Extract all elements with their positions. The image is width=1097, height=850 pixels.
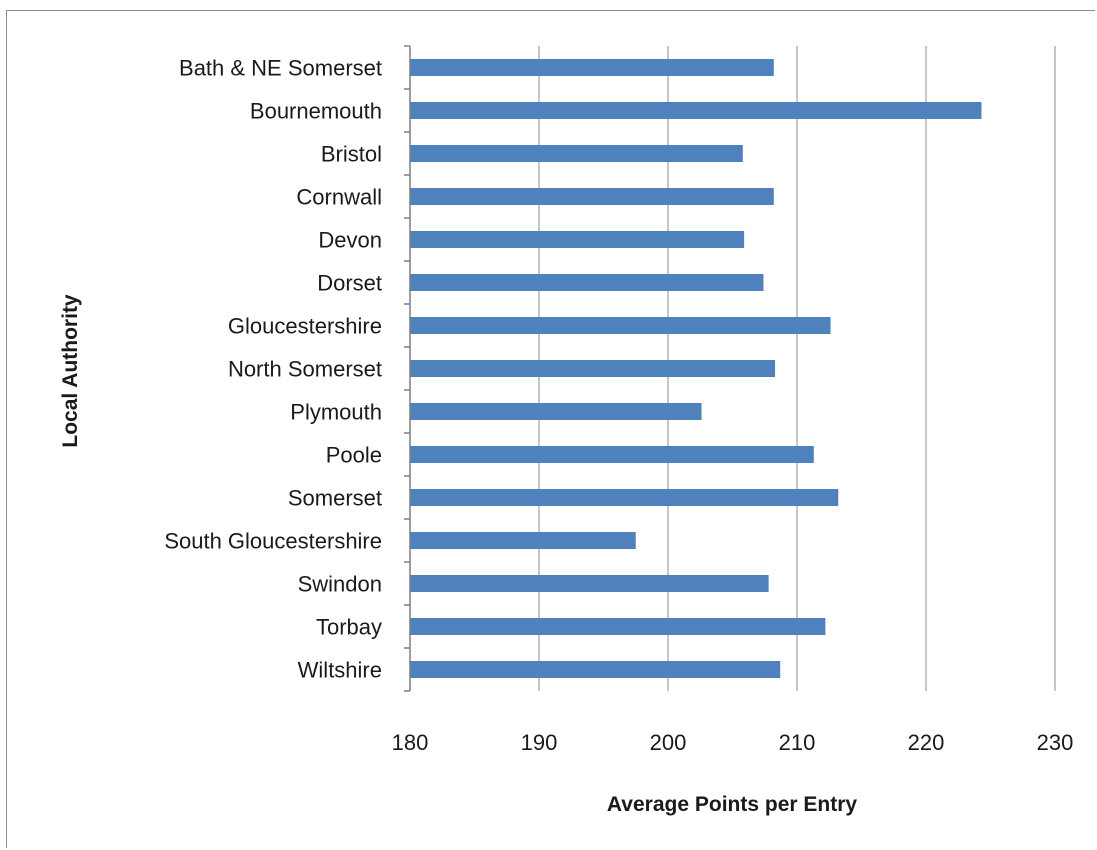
- bar: [410, 575, 769, 592]
- category-label: Wiltshire: [298, 658, 382, 683]
- bar: [410, 532, 636, 549]
- bar: [410, 59, 774, 76]
- category-label: Somerset: [288, 486, 382, 511]
- category-label: Bath & NE Somerset: [179, 56, 382, 81]
- bar: [410, 446, 814, 463]
- category-labels: Bath & NE Somerset Bournemouth Bristol Corn…: [164, 56, 382, 683]
- category-label: Torbay: [316, 615, 382, 640]
- category-label: Cornwall: [296, 185, 382, 210]
- category-label: Plymouth: [290, 400, 382, 425]
- category-label: South Gloucestershire: [164, 529, 382, 554]
- bar: [410, 618, 826, 635]
- x-tick-labels: 180 190 200 210 220 230: [392, 730, 1074, 755]
- x-tick-label: 220: [908, 730, 945, 755]
- bar: [410, 102, 982, 119]
- category-label: Poole: [326, 443, 382, 468]
- category-label: Dorset: [317, 271, 382, 296]
- category-label: Bournemouth: [250, 99, 382, 124]
- x-tick-label: 200: [650, 730, 687, 755]
- bar: [410, 360, 776, 377]
- x-tick-label: 210: [779, 730, 816, 755]
- x-tick-label: 190: [521, 730, 558, 755]
- category-label: North Somerset: [228, 357, 382, 382]
- bar: [410, 317, 831, 334]
- axes: [404, 45, 411, 692]
- bar: [410, 489, 839, 506]
- y-axis-title: Local Authority: [59, 294, 82, 448]
- x-tick-label: 180: [392, 730, 429, 755]
- category-label: Gloucestershire: [228, 314, 382, 339]
- bar: [410, 188, 774, 205]
- category-label: Bristol: [321, 142, 382, 167]
- bar: [410, 661, 781, 678]
- category-label: Devon: [318, 228, 382, 253]
- category-label: Swindon: [298, 572, 382, 597]
- bar: [410, 274, 764, 291]
- bar: [410, 145, 743, 162]
- bar: [410, 231, 745, 248]
- x-axis-title: Average Points per Entry: [607, 793, 857, 816]
- bar: [410, 403, 702, 420]
- x-tick-label: 230: [1037, 730, 1074, 755]
- chart-frame: [6, 10, 1095, 848]
- bars: [410, 59, 982, 678]
